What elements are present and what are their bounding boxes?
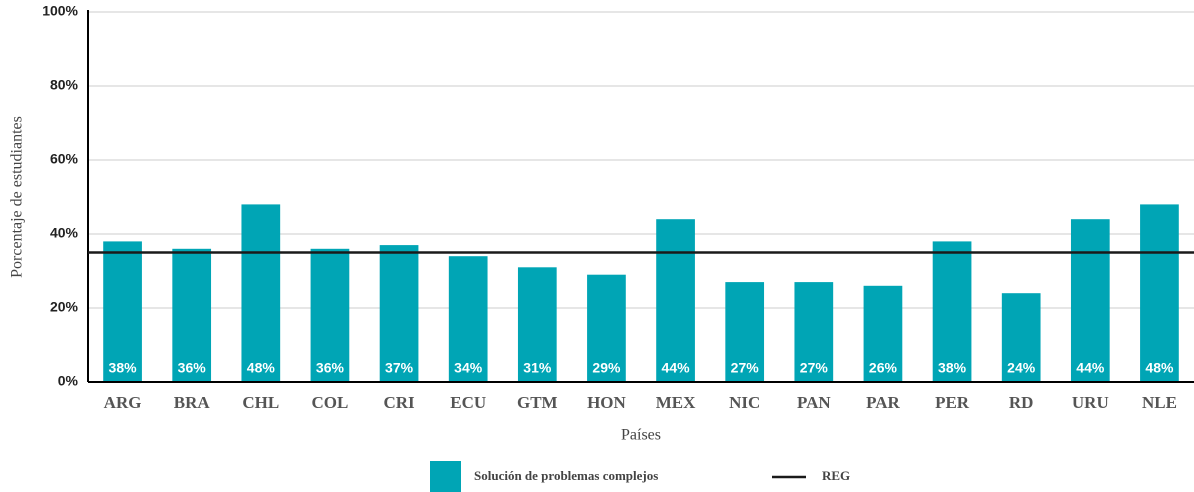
x-tick-label: ARG [104, 393, 142, 412]
y-axis-label: Porcentaje de estudiantes [9, 116, 26, 278]
x-tick-label: HON [587, 393, 626, 412]
bar [241, 204, 281, 382]
bar [1140, 204, 1179, 382]
x-tick-label: NIC [729, 393, 760, 412]
value-label: 48% [1145, 360, 1174, 376]
bar [656, 219, 695, 382]
value-label: 29% [592, 360, 621, 376]
x-tick-label: PAN [797, 393, 831, 412]
bar [1070, 219, 1110, 382]
x-tick-label: PER [935, 393, 970, 412]
value-label: 34% [454, 360, 483, 376]
value-label: 27% [800, 360, 829, 376]
bar [725, 282, 765, 382]
bar [794, 282, 834, 382]
bar [448, 256, 488, 382]
x-tick-label: NLE [1142, 393, 1177, 412]
x-tick-label: ECU [450, 393, 486, 412]
value-label: 31% [523, 360, 552, 376]
value-label: 27% [731, 360, 760, 376]
x-tick-label: URU [1072, 393, 1109, 412]
x-tick-label: BRA [174, 393, 211, 412]
y-tick-label: 80% [50, 77, 79, 93]
x-tick-label: MEX [656, 393, 696, 412]
x-tick-label: COL [312, 393, 349, 412]
value-label: 44% [1076, 360, 1105, 376]
value-label: 26% [869, 360, 898, 376]
bar [172, 248, 212, 382]
bar [1001, 293, 1041, 382]
value-label: 44% [662, 360, 691, 376]
value-label: 38% [109, 360, 138, 376]
value-label: 38% [938, 360, 967, 376]
bar [103, 241, 142, 382]
y-tick-label: 40% [50, 225, 79, 241]
value-label: 24% [1007, 360, 1036, 376]
bar [863, 285, 903, 382]
x-tick-label: CHL [242, 393, 279, 412]
y-tick-label: 20% [50, 299, 79, 315]
legend-swatch [430, 461, 461, 492]
value-label: 36% [316, 360, 345, 376]
y-tick-label: 60% [50, 151, 79, 167]
bar [379, 245, 419, 382]
x-tick-label: RD [1009, 393, 1034, 412]
y-tick-label: 0% [58, 373, 79, 389]
bar [932, 241, 972, 382]
y-tick-label: 100% [42, 3, 78, 19]
x-tick-label: PAR [866, 393, 900, 412]
x-tick-label: CRI [383, 393, 415, 412]
x-axis-label: Países [621, 427, 661, 444]
x-tick-label: GTM [517, 393, 558, 412]
legend-label: REG [822, 468, 850, 483]
legend-label: Solución de problemas complejos [474, 468, 658, 483]
value-label: 36% [178, 360, 207, 376]
value-label: 37% [385, 360, 414, 376]
value-label: 48% [247, 360, 276, 376]
bar [517, 267, 557, 382]
bar [587, 274, 626, 382]
bar [310, 248, 350, 382]
